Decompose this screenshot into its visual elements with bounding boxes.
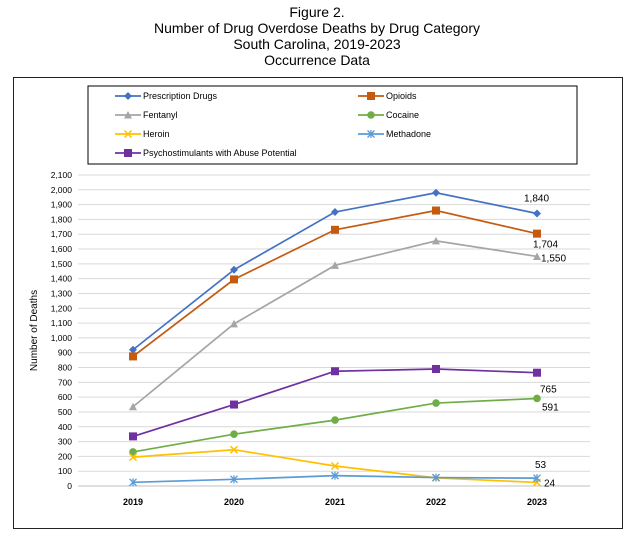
x-tick-label: 2020 [224,497,244,507]
y-tick-label: 800 [58,363,72,373]
data-point [230,319,238,328]
data-point [331,261,339,269]
data-point [129,352,137,361]
x-tick-label: 2019 [123,497,143,507]
legend-entry-label: Cocaine [386,110,419,120]
y-tick-label: 500 [58,407,72,417]
x-tick-label: 2022 [426,497,446,507]
y-tick-label: 1,200 [51,303,73,313]
legend-swatch-marker [124,149,132,157]
chart-subtitle-data-type: Occurrence Data [264,52,370,68]
data-point [128,453,138,462]
y-tick-label: 1,700 [51,229,73,239]
y-tick-label: 1,100 [51,318,73,328]
data-label: 1,704 [533,240,558,251]
y-tick-label: 900 [58,348,72,358]
y-tick-label: 300 [58,437,72,447]
legend-entry-label: Prescription Drugs [143,91,218,101]
data-point [533,209,541,218]
y-tick-label: 1,000 [51,333,73,343]
data-point [129,478,137,487]
legend-swatch-marker [124,92,132,100]
x-tick-label: 2021 [325,497,345,507]
series-line [132,191,538,351]
y-tick-label: 1,500 [51,259,73,269]
series-line [132,397,538,453]
y-tick-label: 700 [58,377,72,387]
legend-swatch-marker [367,111,375,119]
data-point [129,448,137,456]
y-tick-label: 2,100 [51,170,73,180]
y-tick-label: 0 [67,481,72,491]
legend-entry-label: Psychostimulants with Abuse Potential [143,148,297,158]
data-point [129,432,137,441]
data-label: 1,840 [524,194,549,205]
y-tick-label: 1,900 [51,200,73,210]
data-point [533,394,541,403]
data-point [432,188,440,197]
legend-swatch-marker [123,129,133,139]
data-point [229,445,239,454]
legend-entry-label: Fentanyl [143,110,178,120]
data-point [331,225,339,234]
data-label: 24 [544,478,556,489]
data-point [533,229,541,238]
legend-entry-label: Heroin [143,129,170,139]
y-tick-label: 100 [58,466,72,476]
data-point [432,206,440,215]
figure-number: Figure 2. [289,4,345,20]
legend-swatch-marker [367,92,375,100]
y-tick-label: 1,400 [51,274,73,284]
legend-swatch-marker [124,111,132,119]
legend-entry-label: Methadone [386,129,431,139]
data-point [129,345,137,354]
data-point [230,265,238,274]
y-tick-label: 1,300 [51,288,73,298]
data-label: 765 [540,385,557,396]
data-point [230,400,238,409]
y-axis-label: Number of Deaths [29,290,40,371]
chart-frame [13,77,623,529]
legend-entry-label: Opioids [386,91,417,101]
y-tick-label: 1,600 [51,244,73,254]
data-point [432,399,440,407]
data-point [230,430,238,438]
data-point [331,367,339,376]
y-tick-label: 200 [58,451,72,461]
data-point [432,236,440,245]
data-point [533,368,541,377]
data-point [230,475,238,484]
x-tick-label: 2023 [527,497,547,507]
y-tick-label: 1,800 [51,214,73,224]
data-label: 53 [535,460,547,471]
data-point [533,252,541,260]
data-point [432,365,440,374]
chart-title: Number of Drug Overdose Deaths by Drug C… [153,20,481,36]
data-label: 1,550 [541,253,566,264]
data-point [330,461,340,471]
data-point [331,208,339,217]
data-point [331,471,339,480]
chart-subtitle-location: South Carolina, 2019-2023 [233,36,401,52]
figure-title-block: Figure 2. Number of Drug Overdose Deaths… [0,4,634,68]
data-label: 591 [542,402,559,413]
data-point [533,474,541,483]
legend-box [87,85,578,165]
y-tick-label: 2,000 [51,185,73,195]
data-point [129,402,137,411]
data-point [331,416,339,424]
y-tick-label: 400 [58,422,72,432]
legend-swatch-marker [367,130,375,138]
data-point [230,275,238,284]
data-point [432,473,440,482]
y-tick-label: 600 [58,392,72,402]
